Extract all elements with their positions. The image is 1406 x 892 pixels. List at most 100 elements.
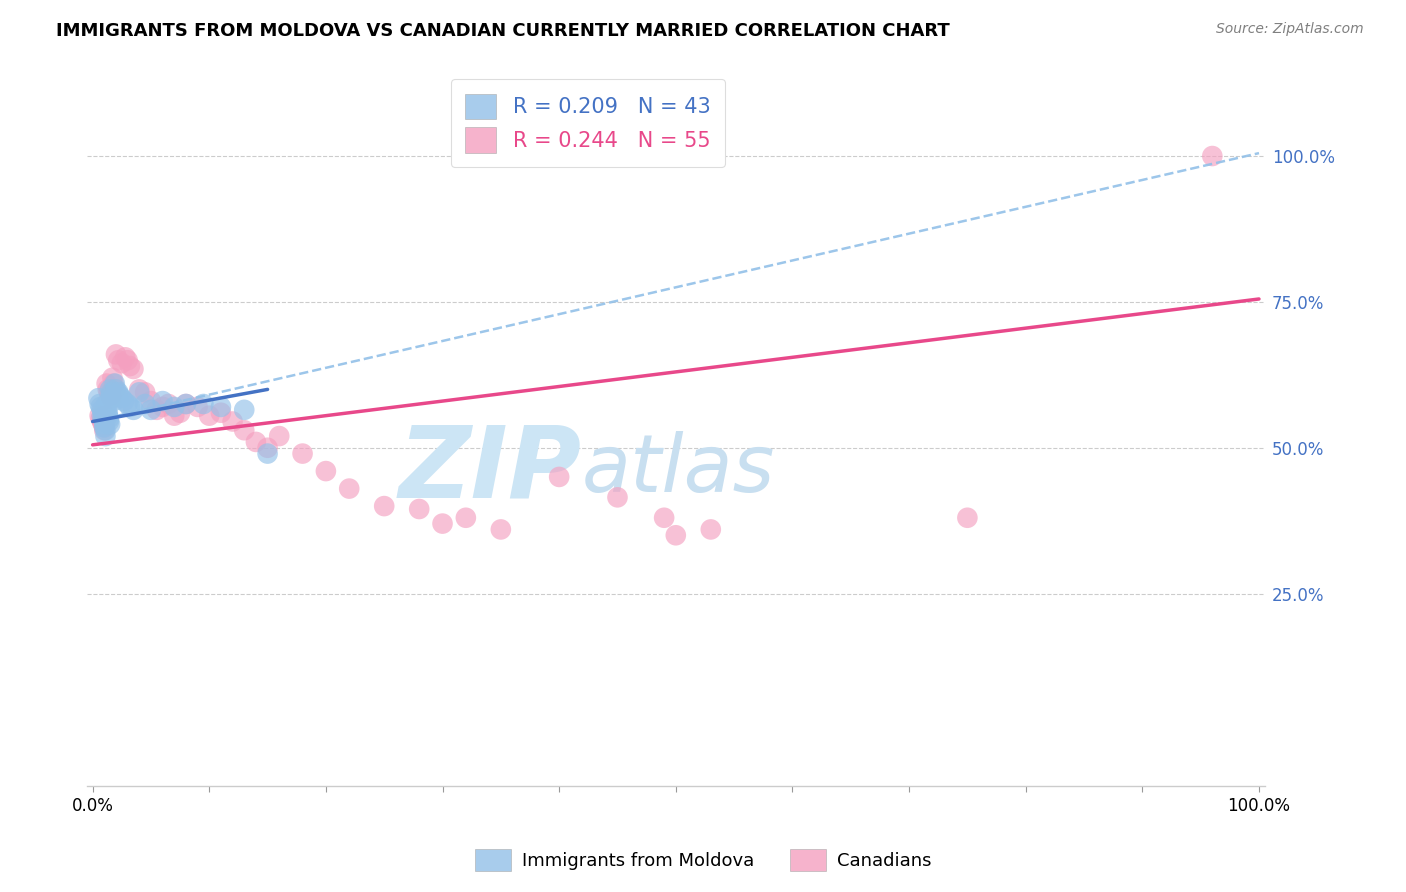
Point — [169, 406, 191, 420]
Point — [97, 415, 120, 429]
Point — [174, 397, 197, 411]
Point — [122, 362, 145, 376]
Point — [117, 353, 139, 368]
Text: atlas: atlas — [582, 432, 775, 509]
Point — [233, 402, 256, 417]
Point — [93, 423, 115, 437]
Point — [101, 391, 124, 405]
Point — [91, 402, 114, 417]
Point — [337, 482, 360, 496]
Point — [107, 353, 129, 368]
Point — [107, 385, 129, 400]
Point — [87, 391, 110, 405]
Point — [104, 383, 127, 397]
Point — [956, 510, 979, 524]
Point — [103, 394, 125, 409]
Point — [103, 376, 125, 391]
Point — [104, 376, 127, 391]
Point — [122, 402, 145, 417]
Point — [665, 528, 688, 542]
Point — [100, 391, 122, 405]
Point — [163, 409, 186, 423]
Point — [98, 388, 121, 402]
Point — [94, 415, 117, 429]
Legend: Immigrants from Moldova, Canadians: Immigrants from Moldova, Canadians — [467, 842, 939, 879]
Point — [145, 402, 167, 417]
Point — [256, 441, 278, 455]
Point — [233, 423, 256, 437]
Point — [104, 383, 127, 397]
Point — [432, 516, 454, 531]
Point — [89, 409, 111, 423]
Legend: R = 0.209   N = 43, R = 0.244   N = 55: R = 0.209 N = 43, R = 0.244 N = 55 — [450, 78, 725, 168]
Point — [291, 447, 314, 461]
Point — [373, 499, 395, 513]
Point — [97, 406, 120, 420]
Point — [96, 376, 118, 391]
Point — [163, 400, 186, 414]
Point — [91, 409, 114, 423]
Point — [93, 420, 115, 434]
Point — [548, 470, 571, 484]
Point — [128, 385, 150, 400]
Point — [104, 347, 127, 361]
Point — [315, 464, 337, 478]
Point — [118, 400, 141, 414]
Point — [98, 417, 121, 432]
Point — [112, 394, 135, 409]
Point — [89, 397, 111, 411]
Point — [606, 491, 628, 505]
Point — [97, 411, 120, 425]
Point — [245, 434, 267, 449]
Point — [157, 397, 180, 411]
Point — [93, 417, 115, 432]
Point — [193, 397, 215, 411]
Point — [209, 406, 232, 420]
Point — [96, 402, 118, 417]
Point — [93, 415, 115, 429]
Point — [94, 409, 117, 423]
Point — [652, 510, 675, 524]
Point — [408, 502, 430, 516]
Text: IMMIGRANTS FROM MOLDOVA VS CANADIAN CURRENTLY MARRIED CORRELATION CHART: IMMIGRANTS FROM MOLDOVA VS CANADIAN CURR… — [56, 22, 950, 40]
Point — [94, 423, 117, 437]
Point — [91, 406, 114, 420]
Point — [111, 391, 134, 405]
Point — [139, 402, 162, 417]
Point — [152, 394, 174, 409]
Text: Source: ZipAtlas.com: Source: ZipAtlas.com — [1216, 22, 1364, 37]
Text: ZIP: ZIP — [398, 422, 582, 519]
Point — [114, 351, 136, 365]
Point — [454, 510, 477, 524]
Point — [97, 383, 120, 397]
Point — [97, 385, 120, 400]
Point — [100, 385, 122, 400]
Point — [111, 356, 134, 370]
Point — [117, 397, 139, 411]
Point — [256, 447, 278, 461]
Point — [128, 383, 150, 397]
Point — [90, 411, 112, 425]
Point — [174, 397, 197, 411]
Point — [91, 417, 114, 432]
Point — [134, 385, 156, 400]
Point — [108, 388, 131, 402]
Point — [100, 388, 122, 402]
Point — [221, 415, 243, 429]
Point — [187, 400, 209, 414]
Point — [90, 400, 112, 414]
Point — [700, 523, 723, 537]
Point — [139, 394, 162, 409]
Point — [489, 523, 512, 537]
Point — [93, 420, 115, 434]
Point — [96, 397, 118, 411]
Point — [101, 370, 124, 384]
Point — [118, 359, 141, 373]
Point — [98, 383, 121, 397]
Point — [94, 429, 117, 443]
Point — [134, 397, 156, 411]
Point — [1201, 149, 1223, 163]
Point — [198, 409, 221, 423]
Point — [269, 429, 291, 443]
Point — [97, 409, 120, 423]
